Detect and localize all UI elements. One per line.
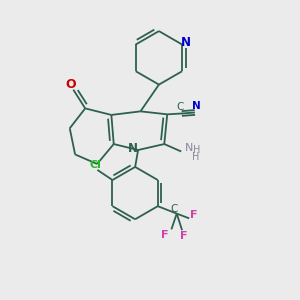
Text: N: N bbox=[192, 101, 201, 111]
Text: C: C bbox=[177, 102, 184, 112]
Text: N: N bbox=[181, 37, 190, 50]
Text: N: N bbox=[128, 142, 138, 155]
Text: H: H bbox=[192, 152, 199, 162]
Text: F: F bbox=[161, 230, 169, 240]
Text: H: H bbox=[193, 145, 200, 155]
Text: N: N bbox=[185, 143, 194, 153]
Text: F: F bbox=[190, 210, 197, 220]
Text: Cl: Cl bbox=[89, 160, 101, 170]
Text: F: F bbox=[180, 231, 187, 241]
Text: C: C bbox=[170, 204, 178, 214]
Text: O: O bbox=[66, 78, 76, 91]
